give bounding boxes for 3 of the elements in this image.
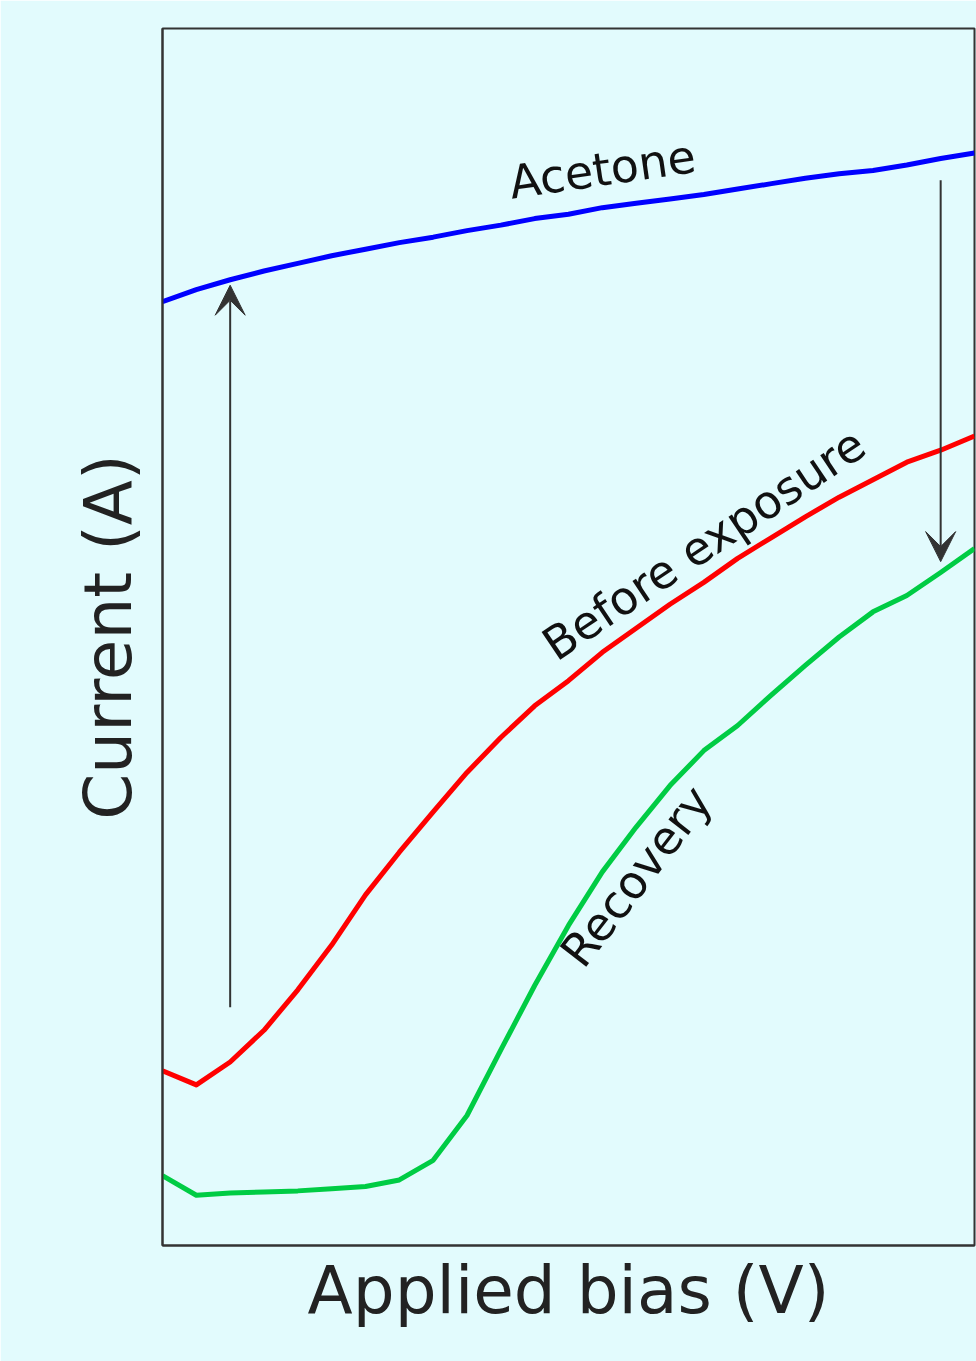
x-axis-title: Applied bias (V): [307, 1251, 830, 1329]
y-axis-title: Current (A): [69, 454, 147, 820]
text: Acetone: [505, 129, 700, 210]
